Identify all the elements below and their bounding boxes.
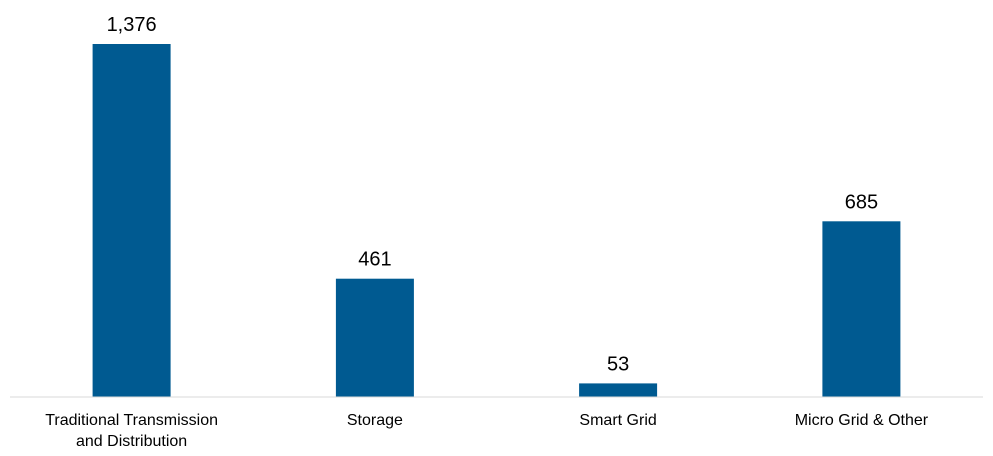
category-label-2: Smart Grid (579, 412, 656, 429)
bar-3 (822, 221, 901, 397)
category-label-3: Micro Grid & Other (795, 412, 929, 429)
category-labels-group: Traditional Transmission and Distribution… (45, 412, 929, 450)
value-label-2: 53 (607, 353, 629, 375)
category-label-1: Storage (347, 412, 403, 429)
bars-group (92, 44, 901, 397)
bar-2 (579, 383, 658, 397)
category-label-0: Traditional Transmission and Distribution (45, 412, 218, 450)
value-label-0: 1,376 (107, 14, 157, 36)
bar-1 (335, 278, 414, 397)
category-label-1-line-0: Storage (347, 412, 403, 429)
category-label-0-line-1: and Distribution (76, 433, 187, 450)
bar-0 (92, 44, 171, 397)
value-label-3: 685 (845, 191, 878, 213)
value-label-1: 461 (358, 249, 391, 271)
category-label-2-line-0: Smart Grid (579, 412, 656, 429)
value-labels-group: 1,376 461 53 685 (107, 14, 879, 375)
category-label-0-line-0: Traditional Transmission (45, 412, 218, 429)
category-label-3-line-0: Micro Grid & Other (795, 412, 929, 429)
